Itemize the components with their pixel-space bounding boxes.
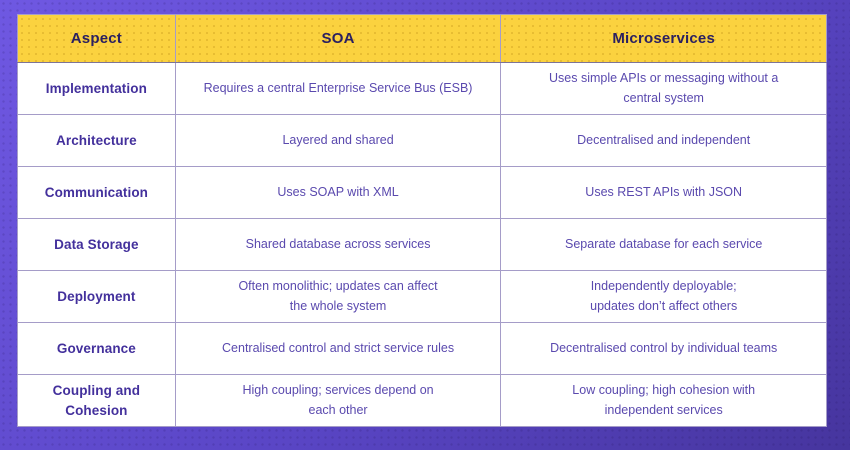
table-row-implementation: Implementation Requires a central Enterp… [17, 62, 827, 115]
microservices-value: Uses simple APIs or messaging without a … [500, 62, 827, 115]
comparison-table: Aspect SOA Microservices Implementation … [17, 14, 827, 427]
microservices-value: Separate database for each service [500, 218, 827, 271]
table-header-row: Aspect SOA Microservices [17, 14, 827, 63]
column-header-microservices: Microservices [500, 14, 827, 63]
table-row-communication: Communication Uses SOAP with XML Uses RE… [17, 166, 827, 219]
microservices-value: Uses REST APIs with JSON [500, 166, 827, 219]
table-row-coupling-cohesion: Coupling and Cohesion High coupling; ser… [17, 374, 827, 427]
table-row-deployment: Deployment Often monolithic; updates can… [17, 270, 827, 323]
soa-value: Layered and shared [174, 114, 502, 167]
soa-value: Often monolithic; updates can affect the… [174, 270, 502, 323]
aspect-label: Communication [17, 166, 176, 219]
soa-value: Uses SOAP with XML [174, 166, 502, 219]
soa-value: Shared database across services [174, 218, 502, 271]
microservices-value: Decentralised control by individual team… [500, 322, 827, 375]
microservices-value: Independently deployable; updates don’t … [500, 270, 827, 323]
aspect-label: Governance [17, 322, 176, 375]
microservices-value: Low coupling; high cohesion with indepen… [500, 374, 827, 427]
aspect-label: Coupling and Cohesion [17, 374, 176, 427]
microservices-value: Decentralised and independent [500, 114, 827, 167]
aspect-label: Architecture [17, 114, 176, 167]
table-row-governance: Governance Centralised control and stric… [17, 322, 827, 375]
table-row-data-storage: Data Storage Shared database across serv… [17, 218, 827, 271]
aspect-label: Data Storage [17, 218, 176, 271]
soa-value: Requires a central Enterprise Service Bu… [174, 62, 502, 115]
soa-value: High coupling; services depend on each o… [174, 374, 502, 427]
table-row-architecture: Architecture Layered and shared Decentra… [17, 114, 827, 167]
aspect-label: Implementation [17, 62, 176, 115]
soa-value: Centralised control and strict service r… [174, 322, 502, 375]
column-header-aspect: Aspect [17, 14, 176, 63]
aspect-label: Deployment [17, 270, 176, 323]
column-header-soa: SOA [174, 14, 502, 63]
